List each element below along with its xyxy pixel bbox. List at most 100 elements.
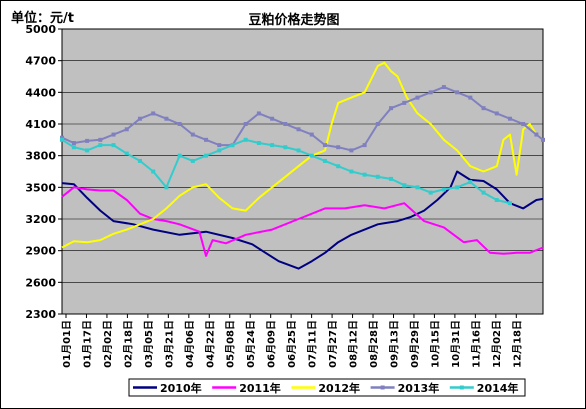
series-marker: [455, 90, 460, 95]
x-tick-label: 06月25日: [286, 320, 298, 368]
series-line: [61, 186, 544, 257]
series-marker: [402, 183, 407, 188]
series-marker: [190, 132, 195, 137]
series-marker: [507, 201, 512, 206]
series-marker: [296, 127, 301, 132]
series-marker: [534, 132, 539, 137]
x-tick-label: 12月02日: [491, 320, 503, 368]
series-marker: [124, 127, 129, 132]
y-axis-ticks: 2300 2600 2900 3200 3500 3800 4100 4400 4700 5000: [25, 23, 62, 321]
y-tick-label: 2900: [25, 245, 56, 258]
series-marker: [217, 143, 222, 148]
series-marker: [151, 111, 156, 116]
series-marker: [402, 100, 407, 105]
legend-marker: [380, 385, 385, 390]
series-marker: [270, 143, 275, 148]
x-tick-label: 04月22日: [204, 320, 216, 368]
unit-label: 单位：元/t: [11, 11, 74, 26]
y-tick-label: 4400: [25, 86, 56, 99]
legend: 2010年 2011年 2012年 2013年 2014年: [128, 378, 526, 397]
y-tick-label: 4700: [25, 55, 56, 68]
series-line: [61, 61, 544, 249]
y-tick-label: 3200: [25, 213, 56, 226]
series-marker: [428, 190, 433, 195]
legend-label: 2013年: [398, 381, 440, 395]
series-marker: [60, 135, 64, 140]
series-marker: [256, 141, 261, 145]
series-marker: [507, 116, 512, 121]
series-line: [61, 170, 544, 270]
series-marker: [71, 145, 76, 150]
series-marker: [441, 85, 446, 90]
x-tick-label: 05月08日: [225, 320, 237, 368]
series-marker: [283, 122, 288, 126]
series-marker: [111, 143, 116, 148]
legend-box: [128, 378, 526, 397]
series-marker: [322, 158, 327, 163]
x-tick-label: 03月21日: [163, 320, 175, 368]
x-tick-label: 10月15日: [429, 320, 441, 368]
series-lines: [60, 61, 545, 270]
series-marker: [521, 122, 526, 126]
series-marker: [455, 185, 460, 190]
series-marker: [283, 145, 288, 150]
chart-title: 豆粕价格走势图: [248, 13, 340, 28]
series-marker: [349, 148, 354, 153]
series-marker: [124, 151, 129, 156]
series-line: [61, 86, 544, 152]
series-marker: [177, 153, 182, 158]
x-tick-label: 08月28日: [368, 320, 380, 368]
legend-marker: [459, 385, 464, 390]
series-marker: [85, 138, 90, 143]
x-tick-label: 12月18日: [511, 320, 523, 368]
series-marker: [309, 153, 314, 158]
series-marker: [309, 132, 314, 137]
series-marker: [494, 198, 499, 202]
series-marker: [137, 158, 142, 163]
series-marker: [164, 185, 169, 190]
series-marker: [85, 148, 90, 153]
gridlines: [62, 60, 543, 283]
series-marker: [137, 116, 142, 121]
series-marker: [441, 187, 446, 192]
series-marker: [164, 116, 169, 121]
series-marker: [204, 153, 209, 158]
series-marker: [468, 180, 473, 185]
legend-label: 2014年: [477, 381, 519, 395]
series-marker: [541, 137, 545, 142]
y-tick-label: 4100: [25, 118, 56, 131]
x-tick-label: 05月24日: [245, 320, 257, 368]
x-tick-label: 08月12日: [348, 320, 360, 368]
x-tick-label: 09月29日: [409, 320, 421, 368]
x-tick-label: 09月13日: [388, 320, 400, 368]
x-tick-label: 03月05日: [143, 320, 155, 368]
y-tick-label: 3800: [25, 150, 56, 163]
series-marker: [415, 185, 420, 190]
series-marker: [468, 95, 473, 100]
x-tick-label: 02月02日: [102, 320, 114, 368]
legend-label: 2010年: [160, 381, 202, 395]
series-marker: [296, 148, 301, 153]
series-marker: [481, 106, 486, 111]
y-tick-label: 5000: [25, 23, 56, 36]
series-marker: [336, 164, 341, 169]
series-marker: [151, 169, 156, 174]
series-marker: [481, 190, 486, 195]
x-axis-ticks: 01月01日 01月17日 02月02日 02月18日 03月05日 03月21日 04月0…: [61, 314, 523, 368]
series-marker: [217, 148, 222, 153]
x-tick-label: 02月18日: [122, 320, 134, 368]
series-marker: [362, 172, 367, 177]
plot-area: [61, 28, 544, 315]
x-tick-label: 11月16日: [470, 320, 482, 368]
series-marker: [389, 106, 394, 111]
series-marker: [204, 137, 209, 142]
x-tick-label: 06月09日: [266, 320, 278, 368]
series-marker: [71, 141, 76, 145]
y-tick-label: 2600: [25, 276, 56, 289]
y-tick-label: 2300: [25, 308, 56, 321]
series-marker: [190, 158, 195, 163]
y-tick-label: 3500: [25, 181, 56, 194]
x-tick-label: 01月17日: [81, 320, 93, 368]
series-marker: [322, 143, 327, 148]
